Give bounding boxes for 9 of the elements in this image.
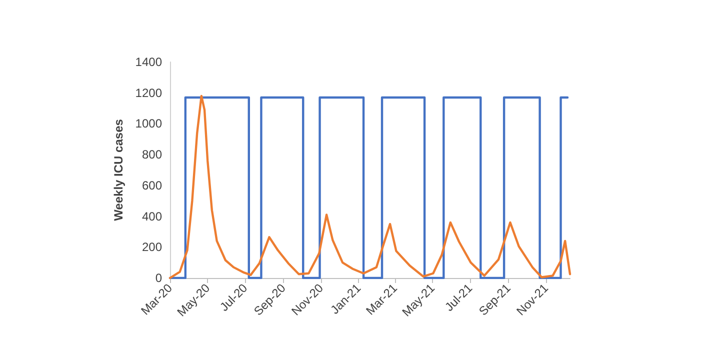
y-tick-label: 0: [155, 271, 162, 285]
y-tick-label: 200: [142, 240, 162, 254]
y-tick-label: 1400: [135, 55, 162, 69]
y-tick-label: 400: [142, 209, 162, 224]
y-tick-label: 1000: [135, 116, 162, 131]
y-tick-label: 800: [142, 148, 162, 162]
y-tick-label: 600: [142, 178, 162, 192]
y-axis-title: Weekly ICU cases: [111, 118, 126, 221]
y-tick-label: 1200: [135, 86, 162, 100]
